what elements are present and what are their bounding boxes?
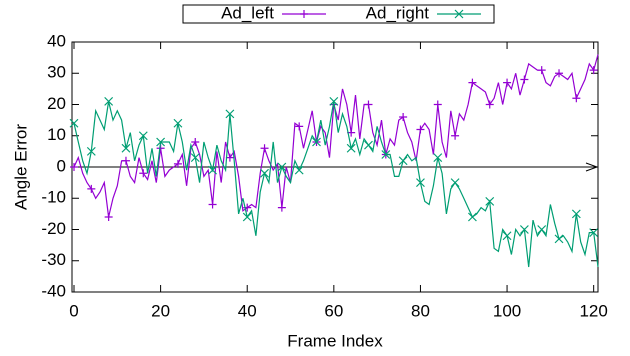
point-marker: [554, 234, 564, 244]
point-marker: [260, 144, 269, 153]
point-marker: [399, 113, 408, 121]
point-marker: [589, 228, 599, 238]
y-axis-label: Angle Error: [11, 124, 30, 210]
point-marker: [70, 163, 78, 171]
point-marker: [121, 156, 130, 165]
point-marker: [225, 109, 235, 119]
point-marker: [294, 165, 304, 175]
x-tick-label: 40: [238, 301, 257, 320]
y-tick-label: -30: [41, 250, 66, 269]
legend-box: [182, 4, 495, 24]
point-marker: [555, 69, 564, 78]
point-marker: [295, 122, 304, 131]
point-marker: [589, 66, 598, 75]
point-marker: [450, 178, 460, 188]
series-line: [73, 101, 599, 268]
y-tick-label: 40: [47, 31, 66, 50]
point-marker: [208, 200, 217, 209]
point-marker: [485, 196, 495, 206]
point-marker: [329, 96, 339, 106]
point-marker: [416, 178, 425, 188]
point-marker: [208, 165, 218, 175]
series-line: [73, 54, 599, 218]
point-marker: [225, 153, 234, 162]
point-marker: [277, 203, 286, 212]
point-marker: [433, 100, 442, 109]
zero-arrow: [585, 162, 599, 172]
point-marker: [312, 137, 321, 147]
x-tick-label: 60: [324, 301, 343, 320]
point-marker: [381, 150, 391, 159]
point-marker: [519, 225, 529, 234]
point-marker: [190, 153, 200, 163]
point-marker: [138, 131, 148, 141]
point-marker: [104, 96, 114, 106]
legend-label: Ad_left: [221, 3, 274, 22]
point-marker: [364, 140, 373, 150]
point-marker: [139, 169, 148, 178]
point-marker: [346, 143, 356, 153]
y-tick-label: 10: [47, 125, 66, 144]
x-axis-label: Frame Index: [287, 331, 383, 350]
y-tick-label: 20: [47, 94, 66, 113]
x-tick-label: 80: [411, 301, 430, 320]
point-marker: [537, 225, 547, 234]
legend-label: Ad_right: [366, 3, 430, 22]
point-marker: [537, 66, 546, 75]
point-marker: [364, 100, 373, 109]
point-marker: [571, 209, 581, 219]
point-marker: [69, 118, 79, 128]
point-marker: [520, 75, 529, 84]
x-tick-label: 120: [579, 301, 607, 320]
x-tick-label: 20: [151, 301, 170, 320]
point-marker: [451, 131, 460, 140]
point-marker: [502, 231, 512, 241]
point-marker: [260, 168, 269, 178]
point-marker: [242, 212, 252, 222]
point-marker: [104, 213, 113, 221]
point-marker: [173, 118, 183, 128]
y-tick-label: -40: [41, 281, 66, 300]
y-tick-label: -10: [41, 188, 66, 207]
y-tick-label: -20: [41, 219, 66, 238]
y-tick-label: 30: [47, 63, 66, 82]
point-marker: [433, 153, 443, 163]
legend-marker: [454, 9, 464, 19]
point-marker: [173, 159, 182, 168]
point-marker: [503, 78, 512, 87]
point-marker: [191, 138, 200, 146]
x-tick-label: 100: [493, 301, 521, 320]
point-marker: [572, 94, 581, 103]
point-marker: [87, 184, 96, 193]
point-marker: [398, 156, 408, 166]
point-marker: [86, 146, 96, 156]
x-tick-label: 0: [69, 301, 78, 320]
point-marker: [156, 137, 166, 147]
legend-marker: [300, 10, 308, 18]
y-tick-label: 0: [57, 156, 66, 175]
point-marker: [121, 143, 131, 153]
point-marker: [416, 125, 425, 134]
point-marker: [485, 100, 494, 109]
point-marker: [468, 78, 477, 87]
point-marker: [467, 212, 477, 222]
point-marker: [277, 162, 287, 172]
